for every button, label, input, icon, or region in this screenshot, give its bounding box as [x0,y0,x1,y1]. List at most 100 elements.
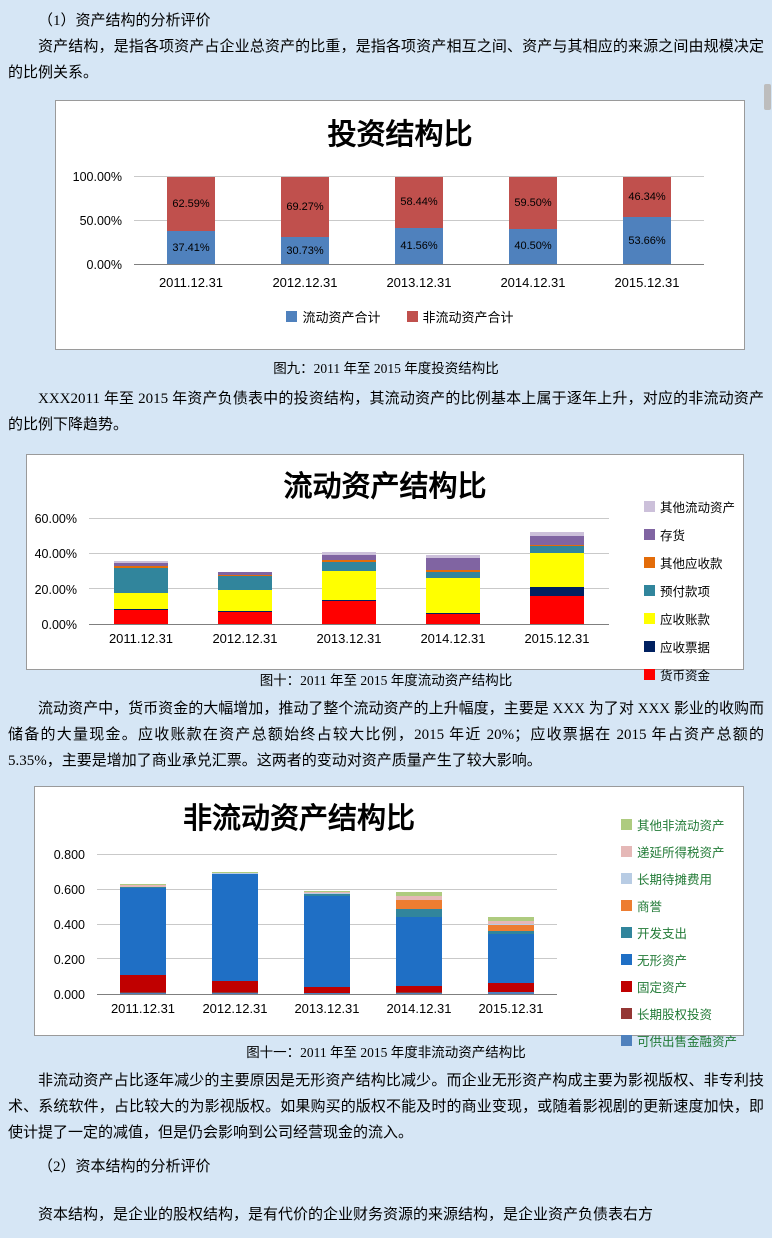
bar-segment [396,899,442,901]
bar-segment [218,611,272,624]
stacked-bar [426,519,480,624]
bar-segment [218,572,272,575]
legend-swatch [643,585,655,596]
legend-label: 商誉 [636,900,662,914]
bar-segment [114,610,168,624]
bars-area [97,855,557,994]
bar-segment [212,871,258,873]
bar-segment [120,992,166,994]
stacked-bar: 30.73% 69.27% [281,177,329,264]
stacked-bar [396,855,442,994]
legend-label: 流动资产合计 [302,310,381,325]
bar-slot: 40.50% 59.50% [476,177,590,264]
legend-item: 非流动资产合计 [406,307,514,326]
bar-segment [304,893,350,894]
legend-label: 预付款项 [659,585,710,599]
legend-swatch [620,981,632,992]
bar-segment [488,992,534,994]
bar-segment [426,554,480,558]
bar-slot [401,519,505,624]
bar-segment [322,554,376,561]
x-axis-label: 2014.12.31 [420,631,486,646]
bar-segment [304,896,350,987]
stacked-bar [488,855,534,994]
bar-segment [488,924,534,931]
figure-9-caption: 图九：2011 年至 2015 年度投资结构比 [273,361,499,376]
bar-segment [530,586,584,596]
y-axis-label: 20.00% [34,582,77,597]
legend: 其他流动资产 存货 其他应收款 预付款项 应收账款 应收票据 货币资金 [643,497,735,684]
bar-segment [304,894,350,897]
stacked-bar [530,519,584,624]
bar-segment [114,562,168,567]
figure-11-caption: 图十一：2011 年至 2015 年度非流动资产结构比 [246,1045,526,1060]
bar-segment [304,893,350,895]
legend-swatch [620,873,632,884]
gridline [97,888,557,890]
bar-slot [97,855,189,994]
paragraph-asset-structure-definition: 资产结构，是指各项资产占企业总资产的比重，是指各项资产相互之间、资产与其相应的来… [8,39,764,81]
x-axis-label: 2011.12.31 [158,275,224,290]
chart-title: 流动资产结构比 [283,471,487,503]
bar-slot: 30.73% 69.27% [248,177,362,264]
bar-segment [218,574,272,577]
scrollbar-thumb[interactable] [764,84,771,110]
legend-item: 长期待摊费用 [620,869,737,888]
bar-segment [120,974,166,993]
legend-swatch [286,311,298,322]
bar-segment [426,571,480,578]
bar-segment [426,577,480,613]
bar-segment: 46.34% [623,177,671,218]
bar-segment [322,600,376,602]
plot-area: 37.41% 62.59% 30.73% 69.27% 41.56% 58.44% 40.5… [134,176,704,265]
legend-swatch [643,557,655,568]
bar-segment [120,886,166,888]
bar-segment [322,560,376,562]
bar-slot [281,855,373,994]
bar-segment [396,900,442,910]
paragraph-non-current-assets-analysis: 非流动资产占比逐年减少的主要原因是无形资产结构比减少。而企业无形资产构成主要为影… [8,1073,764,1141]
bar-segment [322,561,376,572]
bar-segment [212,993,258,994]
x-axis-label: 2011.12.31 [108,631,174,646]
scrollbar[interactable] [763,0,772,1238]
bar-segment [396,993,442,994]
y-axis-label: 100.00% [72,170,122,184]
y-axis-label: 0.600 [53,883,85,897]
bar-segment [426,612,480,614]
bar-segment [530,546,584,553]
legend-swatch [620,846,632,857]
bar-segment [120,993,166,994]
bar-segment [396,986,442,993]
legend-item: 其他应收款 [643,553,735,572]
bar-segment [530,552,584,587]
legend-swatch [643,669,655,680]
x-axis-label: 2012.12.31 [202,1001,268,1016]
legend-label: 长期待摊费用 [636,873,712,887]
bar-slot: 53.66% 46.34% [590,177,704,264]
bar-segment [488,934,534,983]
bar-slot [465,855,557,994]
y-axis: 0.00% 50.00% 100.00% [56,170,128,272]
x-axis-label: 2014.12.31 [386,1001,452,1016]
legend: 其他非流动资产 递延所得税资产 长期待摊费用 商誉 开发支出 无形资产 固定资产 长期股权投资… [620,815,737,1050]
y-axis-label: 40.00% [34,547,77,562]
y-axis-label: 0.200 [53,953,85,967]
stacked-bar [304,855,350,994]
x-axis-label: 2013.12.31 [294,1001,360,1016]
bar-segment [488,916,534,922]
bar-segment [396,992,442,994]
legend-item: 流动资产合计 [286,307,381,326]
legend-item: 应收账款 [643,609,735,628]
bar-slot [505,519,609,624]
y-axis: 0.00% 20.00% 40.00% 60.00% [27,512,83,632]
x-axis-label: 2012.12.31 [212,631,278,646]
bar-segment [212,992,258,994]
legend-item: 存货 [643,525,735,544]
legend-label: 固定资产 [636,981,687,995]
legend-label: 递延所得税资产 [636,846,725,860]
bar-segment: 59.50% [509,177,557,229]
legend-item: 其他流动资产 [643,497,735,516]
legend-label: 货币资金 [659,669,710,683]
legend-swatch [643,641,655,652]
